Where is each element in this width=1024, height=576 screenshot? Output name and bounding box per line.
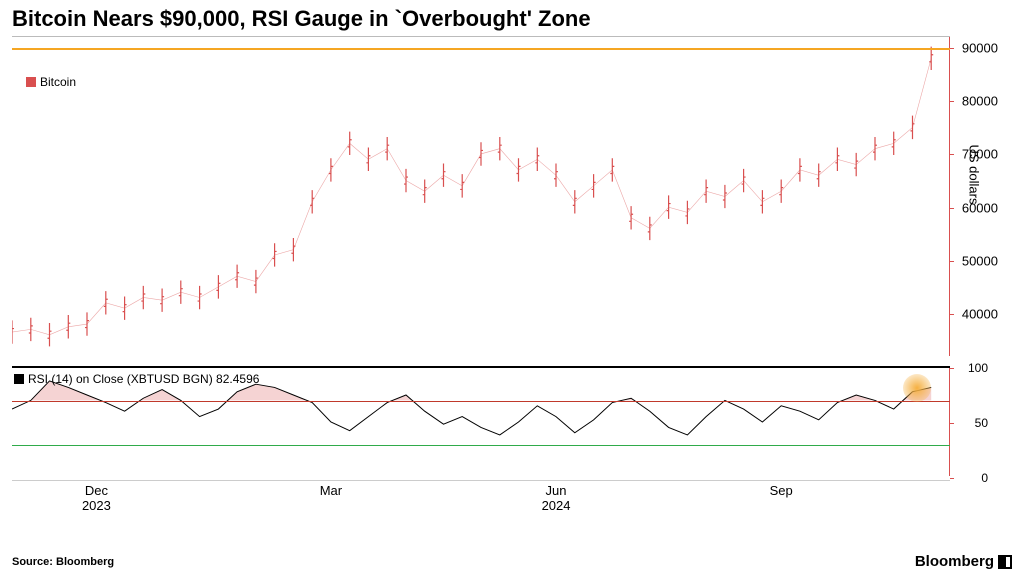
legend-swatch xyxy=(26,77,36,87)
legend-label: Bitcoin xyxy=(40,75,76,89)
tick-mark xyxy=(950,314,954,315)
tick-mark xyxy=(950,154,954,155)
price-ytick: 70000 xyxy=(962,147,998,162)
price-ytick: 60000 xyxy=(962,200,998,215)
price-panel: Bitcoin US dollars 400005000060000700008… xyxy=(12,36,950,356)
x-tick: Jun2024 xyxy=(542,483,571,513)
rsi-swatch xyxy=(14,374,24,384)
tick-mark xyxy=(950,368,954,369)
rsi-ytick: 50 xyxy=(975,416,988,430)
x-tick: Sep xyxy=(770,483,793,498)
brand-icon xyxy=(998,555,1012,569)
rsi-legend: RSI (14) on Close (XBTUSD BGN) 82.4596 xyxy=(14,372,259,386)
oversold-line xyxy=(12,445,950,446)
rsi-panel: RSI (14) on Close (XBTUSD BGN) 82.4596 0… xyxy=(12,366,950,476)
rsi-ytick: 100 xyxy=(968,361,988,375)
x-axis: Dec2023 Mar Jun2024 Sep xyxy=(12,480,950,530)
tick-mark xyxy=(950,261,954,262)
price-chart-svg xyxy=(12,37,950,356)
price-yaxis-border xyxy=(949,37,950,356)
price-ytick: 50000 xyxy=(962,254,998,269)
price-ytick: 80000 xyxy=(962,94,998,109)
x-tick: Dec2023 xyxy=(82,483,111,513)
chart-title: Bitcoin Nears $90,000, RSI Gauge in `Ove… xyxy=(0,0,1024,34)
rsi-current-marker xyxy=(903,374,931,402)
tick-mark xyxy=(950,48,954,49)
price-ytick: 90000 xyxy=(962,40,998,55)
x-tick: Mar xyxy=(320,483,342,498)
rsi-yaxis-border xyxy=(949,368,950,476)
rsi-ytick: 0 xyxy=(981,471,988,485)
price-ytick: 40000 xyxy=(962,307,998,322)
source-label: Source: Bloomberg xyxy=(12,556,114,568)
brand-text: Bloomberg xyxy=(915,553,994,570)
tick-mark xyxy=(950,423,954,424)
brand-label: Bloomberg xyxy=(915,553,1012,570)
rsi-legend-label: RSI (14) on Close (XBTUSD BGN) 82.4596 xyxy=(28,372,259,386)
footer: Source: Bloomberg Bloomberg xyxy=(12,553,1012,570)
tick-mark xyxy=(950,208,954,209)
ref-line-90000 xyxy=(12,48,950,50)
tick-mark xyxy=(950,101,954,102)
price-legend: Bitcoin xyxy=(26,75,76,89)
chart-container: Bitcoin US dollars 400005000060000700008… xyxy=(12,36,1012,546)
overbought-line xyxy=(12,401,950,402)
tick-mark xyxy=(950,478,954,479)
